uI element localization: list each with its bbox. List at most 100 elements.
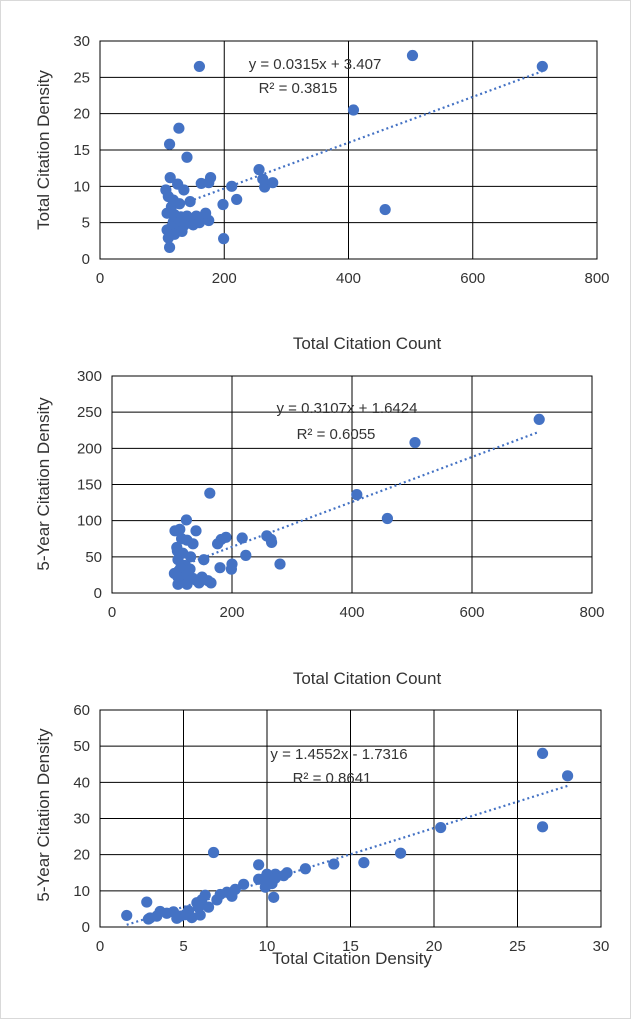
equation-label: y = 0.3107x + 1.6424	[277, 400, 418, 417]
y-axis-label: Total Citation Density	[34, 70, 53, 230]
data-point	[218, 233, 230, 245]
data-point	[220, 531, 232, 543]
y-tick-label: 50	[85, 549, 102, 566]
x-tick-label: 0	[108, 604, 116, 621]
scatter-chart-1: 0 200 400 600 800 0 5 10 15 20 25 30 y = 0.0315x +…	[34, 33, 610, 353]
data-point	[205, 577, 217, 589]
data-point	[184, 195, 196, 208]
data-point	[187, 219, 199, 231]
data-point	[226, 890, 238, 902]
x-tick-label: 200	[212, 270, 237, 287]
x-tick-label: 800	[579, 604, 604, 621]
y-tick-label: 30	[73, 811, 90, 828]
x-tick-label: 0	[96, 270, 104, 287]
data-point	[253, 859, 265, 871]
y-tick-label: 60	[73, 702, 90, 719]
data-point	[187, 538, 199, 550]
data-point	[278, 870, 290, 882]
equation-label: y = 1.4552x - 1.7316	[270, 746, 407, 763]
y-tick-label: 0	[82, 919, 90, 936]
data-point	[198, 554, 210, 566]
r-squared-label: R² = 0.3815	[259, 80, 338, 97]
data-point	[162, 232, 174, 244]
data-point	[226, 180, 238, 192]
data-point	[202, 901, 215, 913]
data-point	[328, 858, 340, 870]
x-axis-label: Total Citation Count	[293, 669, 442, 688]
data-point	[180, 514, 192, 526]
data-point	[265, 533, 277, 546]
y-axis-label: 5-Year Citation Density	[34, 728, 53, 902]
data-point	[267, 177, 279, 189]
y-tick-label: 10	[73, 883, 90, 900]
x-tick-label: 30	[593, 938, 610, 955]
y-tick-label: 50	[73, 738, 90, 755]
x-tick-label: 600	[459, 604, 484, 621]
data-point	[176, 225, 188, 237]
x-tick-label: 5	[179, 938, 187, 955]
data-point	[163, 241, 176, 253]
y-tick-label: 0	[94, 585, 102, 602]
data-point	[173, 122, 185, 134]
x-axis-label: Total Citation Density	[272, 949, 432, 968]
data-point	[381, 512, 393, 525]
x-tick-label: 200	[219, 604, 244, 621]
r-squared-label: R² = 0.6055	[297, 426, 376, 443]
y-tick-label: 150	[77, 477, 102, 494]
data-point	[533, 413, 545, 425]
data-point	[395, 847, 407, 859]
x-tick-label: 15	[342, 938, 359, 955]
y-tick-label: 10	[73, 178, 90, 195]
x-tick-label: 800	[584, 270, 609, 287]
data-point	[236, 532, 248, 544]
data-point	[259, 881, 271, 893]
data-point	[174, 523, 186, 535]
data-point	[194, 909, 206, 921]
data-point	[207, 846, 220, 859]
data-point	[190, 525, 202, 537]
y-tick-label: 30	[73, 33, 90, 50]
data-point	[161, 907, 173, 919]
data-point	[178, 184, 190, 196]
x-tick-label: 400	[339, 604, 364, 621]
data-point	[240, 549, 252, 561]
y-tick-label: 5	[82, 215, 90, 232]
data-point	[299, 863, 312, 875]
data-point	[193, 60, 205, 73]
scatter-chart-3: 0 5 10 15 20 25 30 0 10 20 30 40 50 60 y = 1.4552x -…	[34, 702, 609, 968]
x-tick-label: 400	[336, 270, 361, 287]
data-point	[214, 562, 226, 574]
data-point	[238, 878, 250, 890]
data-point	[181, 151, 193, 163]
data-point	[204, 487, 216, 499]
data-point	[171, 912, 183, 924]
data-point	[121, 909, 133, 922]
data-point	[187, 572, 199, 585]
data-point	[141, 896, 153, 908]
data-point	[231, 193, 243, 206]
x-tick-label: 25	[509, 938, 526, 955]
x-tick-label: 10	[259, 938, 276, 955]
x-axis-label: Total Citation Count	[293, 334, 442, 353]
y-tick-label: 20	[73, 106, 90, 123]
data-point	[347, 104, 360, 116]
x-tick-label: 20	[426, 938, 443, 955]
data-point	[185, 551, 197, 563]
data-point	[536, 60, 548, 73]
data-point	[268, 891, 280, 903]
r-squared-label: R² = 0.8641	[293, 770, 372, 787]
data-point	[536, 747, 549, 760]
y-axis-label: 5-Year Citation Density	[34, 397, 53, 571]
data-point	[258, 873, 270, 885]
equation-label: y = 0.0315x + 3.407	[249, 56, 382, 73]
data-point	[379, 203, 391, 216]
y-tick-label: 25	[73, 69, 90, 86]
y-tick-label: 100	[77, 513, 102, 530]
scatter-chart-2: 0 200 400 600 800 0 50 100 150 200 250 300 y = 0.3…	[34, 368, 605, 688]
y-tick-label: 300	[77, 368, 102, 385]
y-tick-label: 40	[73, 774, 90, 791]
data-point	[217, 198, 229, 211]
data-point	[173, 198, 186, 210]
data-point	[274, 558, 286, 570]
